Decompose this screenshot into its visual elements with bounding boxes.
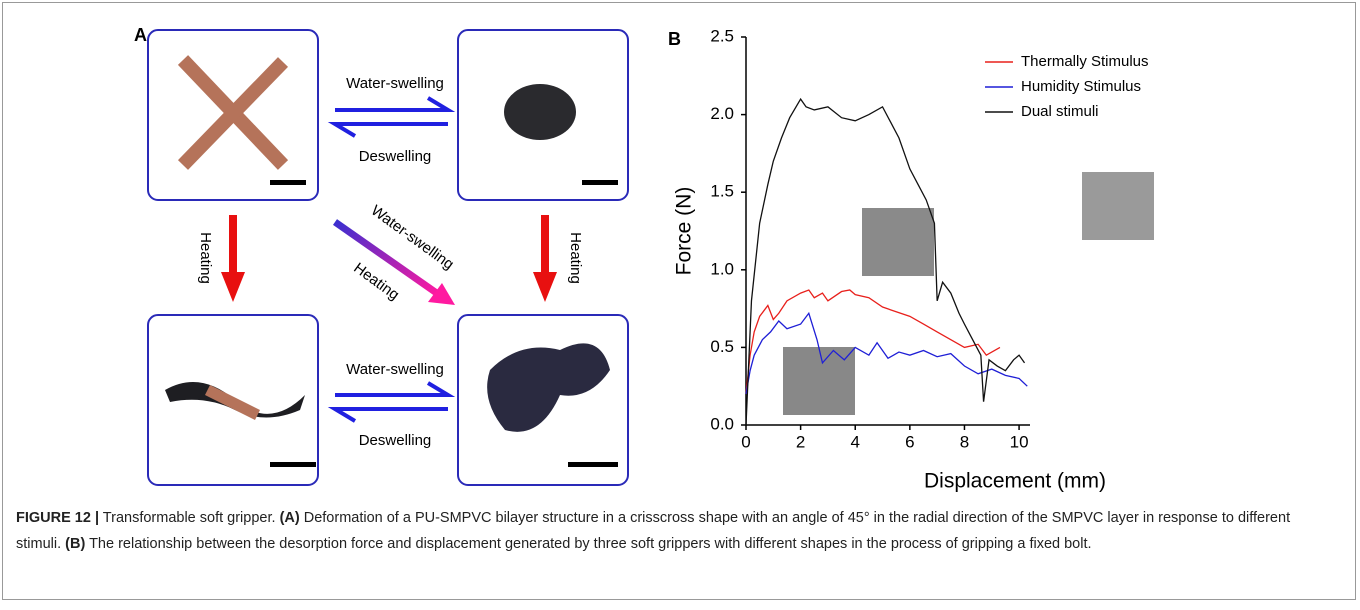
x-tick-label: 6 <box>905 432 914 451</box>
arrow-label: Deswelling <box>359 432 432 449</box>
figure: A Water-swelling Deswelling Water-swelli… <box>0 0 1360 500</box>
page: { "panel_a": { "label": "A", "top_forwar… <box>0 0 1360 610</box>
panel-label: A <box>134 25 147 45</box>
arrow-label: Water-swelling <box>346 361 444 378</box>
legend-label: Humidity Stimulus <box>1021 78 1141 95</box>
caption-text: (B) <box>65 536 85 552</box>
y-tick-label: 0.0 <box>710 414 734 433</box>
panel-label: B <box>668 29 681 49</box>
y-tick-label: 2.5 <box>710 26 734 45</box>
x-tick-label: 10 <box>1010 432 1029 451</box>
caption: FIGURE 12 | Transformable soft gripper. … <box>16 505 1336 557</box>
caption-text: FIGURE 12 | <box>16 510 99 526</box>
x-tick-label: 2 <box>796 432 805 451</box>
arrow-label: Heating <box>567 232 584 284</box>
arrow-label: Deswelling <box>359 148 432 165</box>
y-tick-label: 1.5 <box>710 182 734 201</box>
arrow-label: Heating <box>197 232 214 284</box>
y-tick-label: 2.0 <box>710 104 734 123</box>
y-axis-title: Force (N) <box>673 187 696 276</box>
x-tick-label: 8 <box>960 432 969 451</box>
y-tick-label: 1.0 <box>710 259 734 278</box>
y-tick-label: 0.5 <box>710 337 734 356</box>
caption-text: Transformable soft gripper. <box>99 510 280 526</box>
legend-label: Thermally Stimulus <box>1021 53 1149 70</box>
arrow-label: Water-swelling <box>368 202 457 273</box>
caption-text: The relationship between the desorption … <box>85 536 1091 552</box>
x-tick-label: 4 <box>850 432 859 451</box>
caption-text: (A) <box>280 510 300 526</box>
x-tick-label: 0 <box>741 432 750 451</box>
x-axis-title: Displacement (mm) <box>924 470 1106 493</box>
legend-label: Dual stimuli <box>1021 103 1099 120</box>
arrow-label: Water-swelling <box>346 75 444 92</box>
